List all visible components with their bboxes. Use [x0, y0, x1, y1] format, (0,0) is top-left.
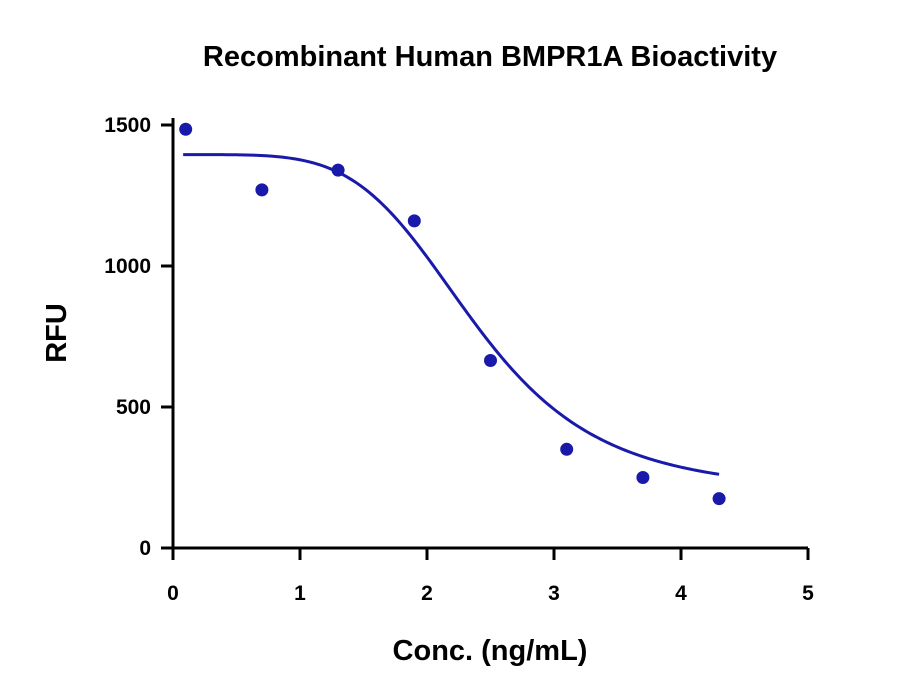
y-tick-label: 1000 — [104, 255, 151, 278]
x-tick-label: 4 — [675, 582, 687, 605]
fit-curve — [183, 153, 720, 476]
x-axis-label: Conc. (ng/mL) — [393, 635, 588, 667]
data-points — [179, 122, 726, 506]
y-ticks: 0 500 1000 1500 — [104, 114, 173, 560]
data-point — [712, 492, 726, 506]
data-point — [484, 353, 497, 367]
y-tick-label: 0 — [139, 537, 151, 560]
data-point — [179, 122, 193, 136]
y-axis-label: RFU — [41, 303, 73, 363]
x-tick-label: 1 — [294, 582, 306, 605]
data-point — [331, 163, 345, 177]
chart-title: Recombinant Human BMPR1A Bioactivity — [203, 41, 777, 73]
data-point — [636, 471, 650, 484]
x-tick-label: 2 — [421, 582, 433, 605]
y-tick-label: 500 — [116, 396, 151, 419]
x-tick-label: 5 — [802, 582, 814, 605]
y-tick-label: 1500 — [104, 114, 151, 137]
data-point — [560, 442, 574, 456]
fit-curve-layer — [183, 153, 720, 476]
data-point — [407, 214, 421, 228]
x-ticks: 0 1 2 3 4 5 — [167, 548, 814, 605]
data-point — [255, 183, 269, 197]
axes — [171, 118, 808, 550]
x-tick-label: 0 — [167, 582, 179, 605]
x-tick-label: 3 — [548, 582, 560, 605]
